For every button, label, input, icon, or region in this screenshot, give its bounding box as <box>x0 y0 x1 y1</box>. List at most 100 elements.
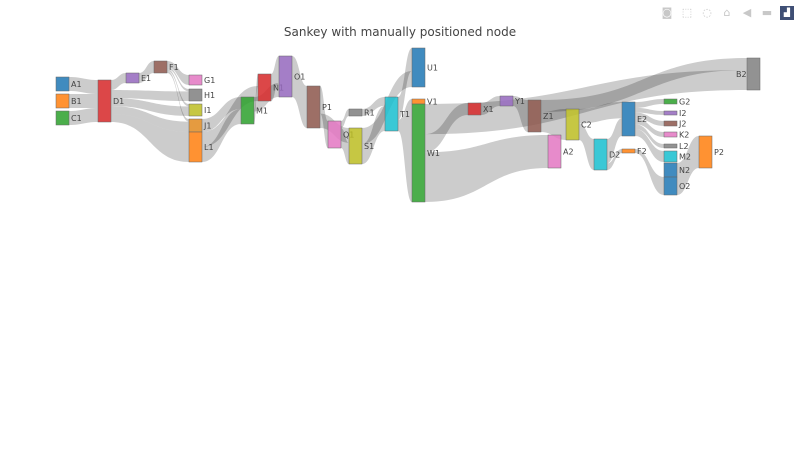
node-label: I2 <box>679 109 686 118</box>
link-E2-M2[interactable] <box>635 128 664 162</box>
node-N2[interactable] <box>663 162 678 178</box>
link-D1-I1[interactable] <box>111 98 189 116</box>
node-C1[interactable] <box>55 110 70 126</box>
hover-closest-icon[interactable]: ◀ <box>742 6 752 19</box>
node-O1[interactable] <box>278 55 293 98</box>
link-Z1-B2[interactable] <box>541 58 747 112</box>
link-F1-J1[interactable] <box>167 71 189 122</box>
node-P2[interactable] <box>698 135 713 169</box>
plotly-logo-icon[interactable]: ▟ <box>780 6 794 20</box>
node-F2[interactable] <box>621 148 636 154</box>
node-J2[interactable] <box>663 120 678 127</box>
link-C2-E2[interactable] <box>579 102 622 124</box>
link-N1-O1[interactable] <box>271 56 279 101</box>
node-P1[interactable] <box>306 85 321 129</box>
link-M1-N1[interactable] <box>254 74 258 124</box>
link-O1-P1[interactable] <box>292 56 307 128</box>
link-R1-T1[interactable] <box>362 97 385 116</box>
link-W1-A2[interactable] <box>425 135 548 202</box>
node-B1[interactable] <box>55 93 70 109</box>
node-F1[interactable] <box>153 60 168 74</box>
lasso-icon[interactable]: ◌ <box>702 6 712 19</box>
node-I2[interactable] <box>663 110 678 116</box>
camera-icon[interactable]: ◙ <box>661 6 673 19</box>
link-B1-D1[interactable] <box>69 94 98 108</box>
node-L2[interactable] <box>663 143 678 149</box>
link-T1-W1[interactable] <box>398 104 412 202</box>
link-X1-Y1[interactable] <box>481 96 500 115</box>
node-label: D1 <box>113 97 124 106</box>
node-L1[interactable] <box>188 131 203 163</box>
link-Y1-Z1[interactable] <box>513 96 528 132</box>
link-W1-X1[interactable] <box>425 103 468 153</box>
node-label: Z1 <box>543 112 554 121</box>
link-F1-H1[interactable] <box>167 67 189 92</box>
link-F1-G1[interactable] <box>167 61 189 85</box>
link-E2-G2[interactable] <box>635 99 664 108</box>
node-B2[interactable] <box>746 57 761 91</box>
link-E1-F1[interactable] <box>139 61 154 83</box>
home-icon[interactable]: ⌂ <box>723 6 731 19</box>
node-label: L2 <box>679 142 689 151</box>
node-X1[interactable] <box>467 102 482 116</box>
link-E2-I2[interactable] <box>635 107 664 115</box>
node-A2[interactable] <box>547 134 562 169</box>
node-W1[interactable] <box>411 103 426 203</box>
node-D2[interactable] <box>593 138 608 171</box>
node-V1[interactable] <box>411 98 426 105</box>
link-T1-V1[interactable] <box>398 99 412 125</box>
link-J1-M1[interactable] <box>202 97 241 132</box>
link-S1-T1[interactable] <box>362 105 385 164</box>
link-D1-L1[interactable] <box>111 114 189 162</box>
box-select-icon[interactable]: ⬚ <box>681 6 693 19</box>
node-H1[interactable] <box>188 88 203 102</box>
node-Y1[interactable] <box>499 95 514 107</box>
node-R1[interactable] <box>348 108 363 117</box>
link-E2-K2[interactable] <box>635 118 664 137</box>
node-J1[interactable] <box>188 118 203 133</box>
link-D1-H1[interactable] <box>111 90 189 101</box>
link-T1-U1[interactable] <box>398 48 412 120</box>
link-N2-P2[interactable] <box>677 136 699 177</box>
link-Q1-R1[interactable] <box>341 109 349 128</box>
link-E2-L2[interactable] <box>635 124 664 148</box>
node-M1[interactable] <box>240 96 255 125</box>
node-C2[interactable] <box>565 108 580 141</box>
link-F2-O2[interactable] <box>635 149 664 195</box>
node-E2[interactable] <box>621 101 636 137</box>
node-M2[interactable] <box>663 150 678 163</box>
link-Q1-S1[interactable] <box>341 128 349 164</box>
hover-compare-icon[interactable]: ▬ <box>761 6 773 19</box>
node-D1[interactable] <box>97 79 112 123</box>
node-N1[interactable] <box>257 73 272 102</box>
node-G2[interactable] <box>663 98 678 105</box>
link-D1-E1[interactable] <box>111 73 126 90</box>
node-T1[interactable] <box>384 96 399 132</box>
node-U1[interactable] <box>411 47 426 88</box>
link-L1-M1[interactable] <box>202 109 241 162</box>
node-E1[interactable] <box>125 72 140 84</box>
link-A1-D1[interactable] <box>69 77 98 94</box>
link-D1-J1[interactable] <box>111 106 189 132</box>
link-D2-F2[interactable] <box>607 149 622 170</box>
node-label: P2 <box>714 148 724 157</box>
link-F1-I1[interactable] <box>167 69 189 107</box>
node-label: Y1 <box>514 97 525 106</box>
node-O2[interactable] <box>663 176 678 196</box>
link-P1-Q1[interactable] <box>320 86 328 148</box>
node-label: J2 <box>678 120 686 129</box>
link-C2-D2[interactable] <box>579 123 594 170</box>
link-C1-D1[interactable] <box>69 108 98 125</box>
node-Z1[interactable] <box>527 99 542 133</box>
node-K2[interactable] <box>663 131 678 138</box>
link-E2-J2[interactable] <box>635 112 664 126</box>
node-S1[interactable] <box>348 127 363 165</box>
link-W1-B2[interactable] <box>425 70 747 135</box>
link-D2-E2[interactable] <box>607 118 622 164</box>
node-A1[interactable] <box>55 76 70 92</box>
node-I1[interactable] <box>188 103 203 117</box>
node-Q1[interactable] <box>327 120 342 149</box>
link-O2-P2[interactable] <box>677 150 699 195</box>
link-Z1-C2[interactable] <box>541 109 566 140</box>
node-G1[interactable] <box>188 74 203 86</box>
